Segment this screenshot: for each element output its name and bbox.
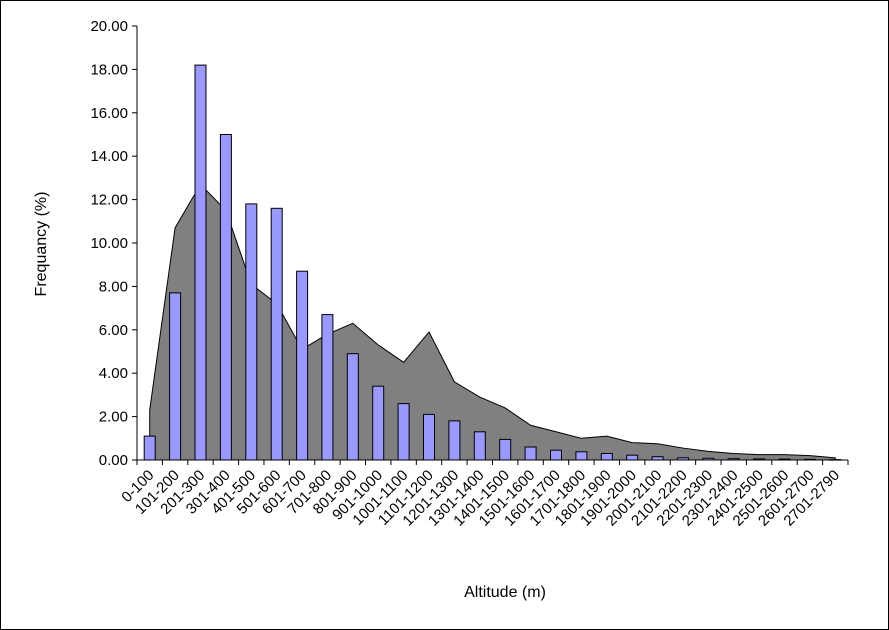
- y-tick-label: 12.00: [90, 192, 128, 209]
- bar-layer: [143, 64, 842, 461]
- y-tick-label: 0.00: [99, 452, 128, 469]
- y-tick-label: 20.00: [90, 18, 128, 35]
- y-tick-label: 4.00: [99, 365, 128, 382]
- y-tick-label: 16.00: [90, 105, 128, 122]
- y-axis-title: Frequancy (%): [33, 192, 50, 297]
- y-tick-label: 6.00: [99, 322, 128, 339]
- bar-201-300: [194, 64, 207, 461]
- y-tick-label: 18.00: [90, 61, 128, 78]
- bar-1901-2000: [626, 454, 639, 461]
- bar-401-500: [245, 203, 258, 461]
- bar-1301-1400: [473, 431, 486, 461]
- bar-701-800: [321, 314, 334, 461]
- bar-801-900: [346, 353, 359, 461]
- bar-1701-1800: [575, 451, 588, 461]
- bar-0-100: [143, 435, 156, 461]
- bar-1201-1300: [448, 420, 461, 461]
- y-tick-label: 14.00: [90, 148, 128, 165]
- bar-301-400: [219, 134, 232, 461]
- bar-901-1000: [372, 385, 385, 461]
- axis-layer: [132, 25, 849, 465]
- x-tick-labels: 0-100101-200201-300301-400401-500501-600…: [118, 467, 843, 530]
- bar-101-200: [169, 292, 182, 461]
- y-tick-label: 8.00: [99, 278, 128, 295]
- bar-1801-1900: [600, 453, 613, 461]
- bar-501-600: [270, 207, 283, 461]
- y-tick-labels: 0.00 2.00 4.00 6.00 8.00 10.00 12.00 14.00 16.00…: [90, 18, 128, 469]
- x-axis-title: Altitude (m): [464, 584, 546, 601]
- bar-1101-1200: [423, 413, 435, 461]
- y-tick-label: 2.00: [99, 409, 128, 426]
- bar-1501-1600: [524, 446, 537, 461]
- bar-601-700: [296, 270, 309, 461]
- y-tick-label: 10.00: [90, 235, 128, 252]
- bar-1601-1700: [550, 449, 562, 461]
- bar-1401-1500: [499, 438, 512, 461]
- bar-1001-1100: [397, 403, 410, 461]
